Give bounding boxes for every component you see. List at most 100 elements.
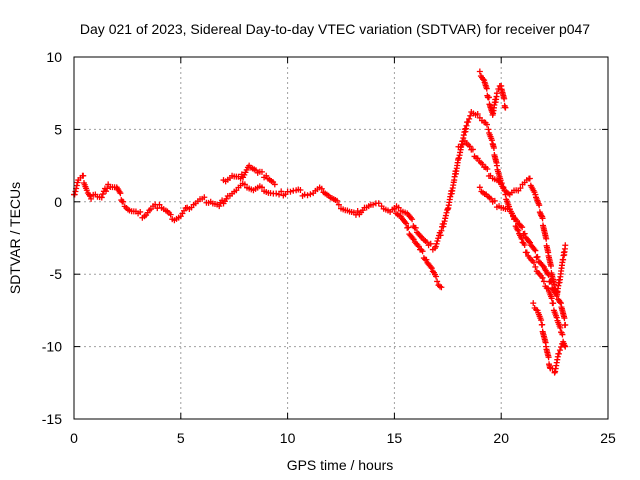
y-axis-label: SDTVAR / TECUs [7, 182, 23, 294]
data-point [258, 168, 265, 175]
data-point [521, 230, 528, 237]
data-point [500, 184, 507, 191]
data-point [515, 227, 522, 234]
data-point [258, 184, 265, 191]
data-point [433, 273, 440, 280]
data-point [241, 181, 248, 188]
x-tick-label: 20 [493, 430, 509, 446]
y-tick-label: -10 [42, 339, 62, 355]
data-point [562, 321, 569, 328]
data-point [428, 265, 435, 272]
data-point [103, 188, 110, 195]
data-point [427, 263, 434, 270]
data-point [485, 126, 492, 133]
y-tick-label: 0 [54, 194, 62, 210]
x-tick-label: 10 [280, 430, 296, 446]
data-point [493, 90, 500, 97]
data-point [438, 284, 445, 291]
data-point [548, 295, 555, 302]
data-point [547, 262, 554, 269]
data-point [548, 278, 555, 285]
data-point [432, 243, 439, 250]
data-point [530, 300, 537, 307]
gridlines [74, 57, 608, 419]
data-point [307, 191, 314, 198]
data-point [287, 188, 294, 195]
data-point [480, 76, 487, 83]
x-tick-label: 15 [387, 430, 403, 446]
y-tick-label: -15 [42, 411, 62, 427]
data-point [519, 224, 526, 231]
data-point [409, 216, 416, 223]
data-point [506, 206, 513, 213]
data-point [459, 141, 466, 148]
data-point [395, 204, 402, 211]
data-point [508, 210, 515, 217]
data-point [466, 115, 473, 122]
data-point [501, 95, 508, 102]
data-point [466, 143, 473, 150]
x-axis-label: GPS time / hours [287, 457, 394, 473]
data-point [523, 249, 530, 256]
data-point [276, 191, 283, 198]
data-point [71, 191, 78, 198]
data-point [539, 274, 546, 281]
data-point [434, 238, 441, 245]
data-point [271, 181, 278, 188]
data-point [419, 248, 426, 255]
data-point [498, 180, 505, 187]
data-point [465, 119, 472, 126]
data-point [137, 208, 144, 215]
chart-title: Day 021 of 2023, Sidereal Day-to-day VTE… [80, 21, 590, 37]
data-point [433, 240, 440, 247]
data-point [216, 203, 223, 210]
data-point [201, 194, 208, 201]
data-point [297, 186, 304, 193]
data-point [484, 165, 491, 172]
data-point [334, 197, 341, 204]
data-point [391, 206, 398, 213]
data-point [530, 259, 537, 266]
y-tick-label: 5 [54, 121, 62, 137]
data-point [545, 271, 552, 278]
axis-ticks: 0 5 10 15 20 25 10 5 0 -5 -10 -15 [42, 49, 616, 446]
data-point [490, 144, 497, 151]
data-point [437, 232, 444, 239]
data-point [562, 242, 569, 249]
data-point [476, 68, 483, 75]
data-point [469, 146, 476, 153]
y-tick-label: 10 [46, 49, 62, 65]
data-point [557, 299, 564, 306]
data-point [467, 112, 474, 119]
data-point [502, 104, 509, 111]
data-point [304, 192, 311, 199]
data-point [72, 188, 79, 195]
data-point [553, 314, 560, 321]
data-point [543, 235, 550, 242]
data-point [518, 235, 525, 242]
data-point [474, 110, 481, 117]
data-point [531, 246, 538, 253]
data-point [278, 188, 285, 195]
data-point [98, 194, 105, 201]
data-point [73, 182, 80, 189]
data-point [335, 201, 342, 208]
data-point [525, 238, 532, 245]
data-point [104, 185, 111, 192]
data-point [120, 198, 127, 205]
data-point [412, 224, 419, 231]
data-point [559, 331, 566, 338]
data-point [538, 317, 545, 324]
data-point [415, 243, 422, 250]
data-point [354, 207, 361, 214]
data-point [540, 278, 547, 285]
data-point [526, 175, 533, 182]
data-points [71, 68, 569, 376]
data-point [545, 354, 552, 361]
data-point [156, 201, 163, 208]
data-point [557, 324, 564, 331]
data-point [483, 121, 490, 128]
data-point [423, 256, 430, 263]
x-tick-label: 5 [177, 430, 185, 446]
